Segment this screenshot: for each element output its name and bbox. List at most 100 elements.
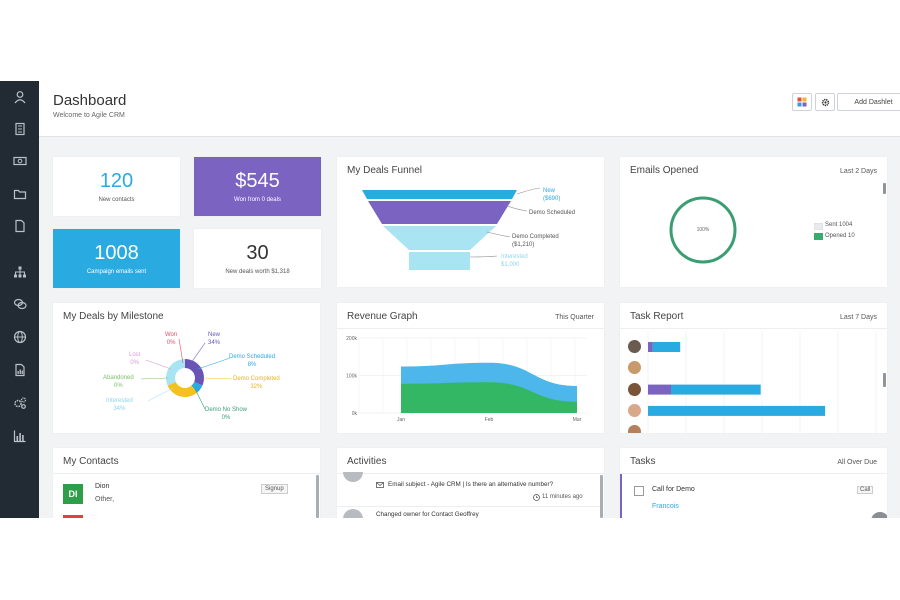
dashboard-switch-button[interactable] xyxy=(792,93,812,111)
pie-leader-line xyxy=(197,357,231,370)
pie-label-demo-completed: Demo Completed 32% xyxy=(233,376,280,390)
building-icon[interactable] xyxy=(11,120,28,137)
pie-leader-line xyxy=(190,342,206,364)
task-bar-completed[interactable] xyxy=(648,384,671,395)
stat-label: Campaign emails sent xyxy=(86,269,147,275)
chat-icon[interactable] xyxy=(11,295,28,312)
contact-name[interactable]: Dion xyxy=(95,483,110,490)
stat-card-won-deals[interactable]: $545 Won from 0 deals xyxy=(194,157,321,216)
task-owner[interactable]: Francois xyxy=(652,503,679,510)
stat-card-new-contacts[interactable]: 120 New contacts xyxy=(53,157,180,216)
avatar[interactable]: DI xyxy=(63,484,83,504)
task-name[interactable]: Call for Demo xyxy=(652,486,695,493)
bar-chart-icon[interactable] xyxy=(11,427,28,444)
task-bar-pending[interactable] xyxy=(652,342,681,352)
report-icon[interactable] xyxy=(11,361,28,378)
envelope-icon xyxy=(376,482,384,488)
date-range-label: This Quarter xyxy=(555,314,594,321)
funnel-leader-line xyxy=(504,204,528,212)
pie-leader-line xyxy=(178,338,184,364)
money-icon[interactable] xyxy=(11,152,28,169)
activity-time: 11 minutes ago xyxy=(542,494,583,500)
sitemap-icon[interactable] xyxy=(11,263,28,280)
task-priority-marker xyxy=(620,474,622,518)
legend-label-opened: Opened 10 xyxy=(825,233,855,239)
panel-divider xyxy=(620,328,887,329)
y-tick-label: 0k xyxy=(352,411,358,417)
task-bar-completed[interactable] xyxy=(648,342,653,352)
app-window: Dashboard Welcome to Agile CRM Add Dashl… xyxy=(0,81,900,518)
avatar[interactable] xyxy=(628,340,641,353)
avatar[interactable] xyxy=(343,472,363,482)
avatar[interactable] xyxy=(63,515,83,518)
scrollbar-thumb[interactable] xyxy=(883,373,886,387)
funnel-stage-demo-scheduled[interactable] xyxy=(368,201,511,224)
deals-milestone-panel: My Deals by Milestone Won 0% New 34% Demo … xyxy=(53,303,320,433)
funnel-stage-interested[interactable] xyxy=(409,252,470,270)
pie-slice-demo-scheduled[interactable] xyxy=(191,381,203,393)
divider xyxy=(337,506,600,507)
panel-title: Emails Opened xyxy=(630,165,699,176)
date-range-label: Last 7 Days xyxy=(840,314,877,321)
funnel-stage-new[interactable] xyxy=(362,190,517,199)
page-subtitle: Welcome to Agile CRM xyxy=(53,112,125,119)
date-range-label: Last 2 Days xyxy=(840,168,877,175)
stat-value: $545 xyxy=(235,170,280,192)
scrollbar-thumb[interactable] xyxy=(883,183,886,194)
my-contacts-panel: My Contacts DI Dion Other, Signup xyxy=(53,448,320,518)
avatar[interactable] xyxy=(343,509,363,518)
panel-title: My Deals by Milestone xyxy=(63,311,164,322)
stat-label: New contacts xyxy=(98,197,135,203)
x-tick-label: Mar xyxy=(573,417,582,423)
panel-title: Task Report xyxy=(630,311,684,322)
task-bar-pending[interactable] xyxy=(671,384,761,395)
activity-text[interactable]: Changed owner for Contact Geoffrey xyxy=(376,511,479,518)
pie-slice-interested[interactable] xyxy=(166,359,185,386)
task-filter-label[interactable]: All Over Due xyxy=(837,459,877,466)
pie-label-demo-scheduled: Demo Scheduled 8% xyxy=(229,354,276,368)
user-icon[interactable] xyxy=(11,88,28,105)
globe-icon[interactable] xyxy=(11,328,28,345)
contact-subtitle: Other, xyxy=(95,496,115,503)
task-checkbox[interactable] xyxy=(634,486,644,496)
pie-slice-new[interactable] xyxy=(185,359,204,386)
avatar[interactable] xyxy=(628,425,641,433)
contact-tag[interactable]: Signup xyxy=(261,484,288,494)
avatar[interactable] xyxy=(628,361,641,374)
funnel-stage-demo-completed[interactable] xyxy=(383,226,496,250)
activity-text[interactable]: Email subject - Agile CRM | Is there an … xyxy=(388,481,554,488)
emails-ring[interactable] xyxy=(669,196,737,264)
scrollbar-thumb[interactable] xyxy=(600,475,603,518)
pie-leader-line xyxy=(145,359,172,370)
task-bar-pending[interactable] xyxy=(648,405,826,416)
revenue-series-2-area[interactable] xyxy=(401,382,577,413)
avatar[interactable] xyxy=(628,404,641,417)
panel-divider xyxy=(620,473,887,474)
pie-label-won: Won 0% xyxy=(165,332,178,346)
funnel-chart xyxy=(362,187,541,270)
add-dashlet-button[interactable]: Add Dashlet xyxy=(837,93,900,111)
stat-card-campaign-emails[interactable]: 1008 Campaign emails sent xyxy=(53,229,180,288)
emails-ring-chart xyxy=(669,196,737,264)
funnel-label-new: New ($690) xyxy=(543,188,561,202)
settings-button[interactable] xyxy=(815,93,835,111)
stat-card-new-deals[interactable]: 30 New deals worth $1,318 xyxy=(194,229,321,288)
pie-leader-line xyxy=(194,388,206,410)
funnel-label-demo-completed: Demo Completed ($1,210) xyxy=(512,234,559,248)
stat-value: 30 xyxy=(246,242,269,264)
ring-center-label: 100% xyxy=(696,227,710,233)
document-icon[interactable] xyxy=(11,217,28,234)
x-tick-label: Jan xyxy=(397,417,405,423)
folder-icon[interactable] xyxy=(11,185,28,202)
scrollbar-thumb[interactable] xyxy=(316,475,319,518)
avatar[interactable] xyxy=(628,383,641,396)
gears-icon[interactable] xyxy=(11,394,28,411)
legend-swatch-sent xyxy=(814,223,823,230)
task-report-panel: Task Report Last 7 Days xyxy=(620,303,887,433)
pie-label-abandoned: Abandoned 0% xyxy=(103,375,134,389)
tasks-panel: Tasks All Over Due Call for Demo Call Fr… xyxy=(620,448,887,518)
pie-slice-demo-completed[interactable] xyxy=(167,381,198,397)
avatar[interactable] xyxy=(871,512,887,518)
dashboard-grid-icon xyxy=(797,97,807,107)
deals-funnel-panel: My Deals Funnel New ($690) Demo Scheduled… xyxy=(337,157,604,287)
